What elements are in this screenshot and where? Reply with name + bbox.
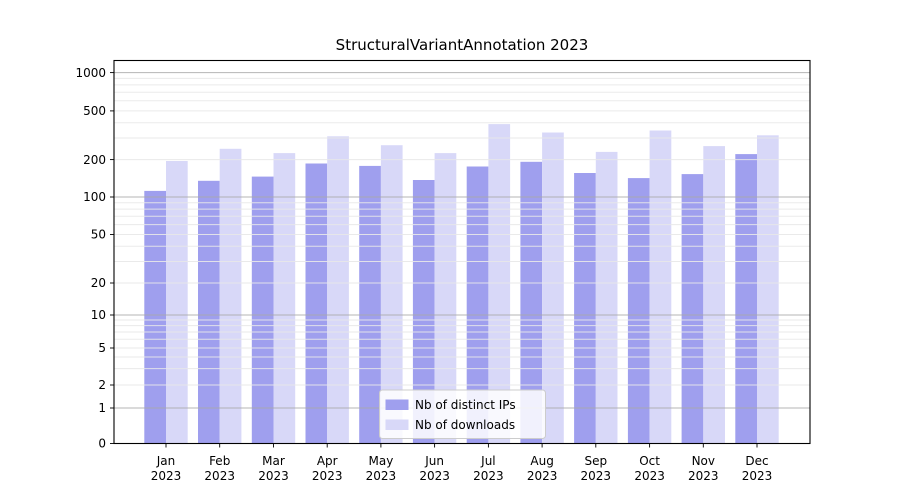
y-tick-label-100: 100 <box>83 190 106 204</box>
grid-layer <box>114 72 810 409</box>
x-tick-label-apr: Apr <box>317 454 338 468</box>
x-tick-label-jul: Jul <box>480 454 495 468</box>
bar-may-nb-of-distinct-ips <box>359 165 381 444</box>
x-tick-label-aug: Aug <box>530 454 553 468</box>
bar-mar-nb-of-distinct-ips <box>251 176 274 444</box>
x-tick-label-dec: Dec <box>745 454 768 468</box>
bar-jan-nb-of-downloads <box>166 161 188 444</box>
x-tick-label-year-jan: 2023 <box>151 469 182 483</box>
bar-feb-nb-of-downloads <box>219 148 242 444</box>
y-tick-label-20: 20 <box>91 276 106 290</box>
bar-oct-nb-of-distinct-ips <box>627 178 650 444</box>
y-tick-label-0: 0 <box>98 437 106 451</box>
x-tick-label-year-oct: 2023 <box>634 469 665 483</box>
bar-mar-nb-of-downloads <box>273 153 296 444</box>
x-tick-label-year-jun: 2023 <box>419 469 450 483</box>
x-axis: Jan2023Feb2023Mar2023Apr2023May2023Jun20… <box>151 443 773 483</box>
y-tick-label-1: 1 <box>98 401 106 415</box>
x-tick-label-year-dec: 2023 <box>742 469 773 483</box>
x-tick-label-jan: Jan <box>156 454 176 468</box>
x-tick-label-year-feb: 2023 <box>204 469 235 483</box>
y-tick-label-5: 5 <box>98 341 106 355</box>
bar-jul-nb-of-downloads <box>488 124 511 444</box>
legend-swatch-downloads <box>385 419 409 430</box>
x-tick-label-year-apr: 2023 <box>312 469 343 483</box>
x-tick-label-sep: Sep <box>584 454 607 468</box>
legend-swatch-distinct-ips <box>385 399 409 410</box>
bar-aug-nb-of-distinct-ips <box>520 161 543 444</box>
legend-label-downloads: Nb of downloads <box>415 418 515 432</box>
x-tick-label-jun: Jun <box>424 454 444 468</box>
bar-dec-nb-of-downloads <box>757 135 779 444</box>
legend: Nb of distinct IPs Nb of downloads <box>379 389 546 439</box>
bar-jun-nb-of-downloads <box>434 153 457 444</box>
x-tick-label-feb: Feb <box>209 454 230 468</box>
bar-nov-nb-of-distinct-ips <box>681 174 704 444</box>
x-tick-label-mar: Mar <box>262 454 285 468</box>
x-tick-label-oct: Oct <box>639 454 660 468</box>
bar-sep-nb-of-downloads <box>595 151 618 444</box>
bar-oct-nb-of-downloads <box>649 130 672 444</box>
legend-box <box>379 389 546 439</box>
bar-jul-nb-of-distinct-ips <box>466 166 489 444</box>
y-tick-label-500: 500 <box>83 104 106 118</box>
x-tick-label-year-may: 2023 <box>366 469 397 483</box>
x-tick-label-year-nov: 2023 <box>688 469 719 483</box>
y-tick-label-1000: 1000 <box>75 66 106 80</box>
x-tick-label-may: May <box>368 454 393 468</box>
bar-jan-nb-of-distinct-ips <box>144 190 166 444</box>
y-axis: 0 1 2 5 10 20 50 100 200 500 1000 <box>75 66 114 451</box>
bar-apr-nb-of-downloads <box>327 136 349 444</box>
y-tick-label-10: 10 <box>91 308 106 322</box>
x-tick-label-year-aug: 2023 <box>527 469 558 483</box>
plot-border <box>113 59 811 445</box>
bar-nov-nb-of-downloads <box>703 146 725 444</box>
x-tick-label-year-jul: 2023 <box>473 469 504 483</box>
bar-sep-nb-of-distinct-ips <box>574 173 596 444</box>
y-tick-label-2: 2 <box>98 378 106 392</box>
y-tick-label-200: 200 <box>83 153 106 167</box>
x-tick-label-nov: Nov <box>692 454 715 468</box>
legend-label-distinct-ips: Nb of distinct IPs <box>415 398 516 412</box>
bars-layer <box>144 124 779 444</box>
bar-dec-nb-of-distinct-ips <box>735 154 757 444</box>
bar-aug-nb-of-downloads <box>542 132 564 444</box>
bar-feb-nb-of-distinct-ips <box>198 180 220 444</box>
x-tick-label-year-mar: 2023 <box>258 469 289 483</box>
y-tick-label-50: 50 <box>91 228 106 242</box>
bar-apr-nb-of-distinct-ips <box>305 163 328 444</box>
chart-title: StructuralVariantAnnotation 2023 <box>336 36 589 54</box>
x-tick-label-year-sep: 2023 <box>581 469 612 483</box>
